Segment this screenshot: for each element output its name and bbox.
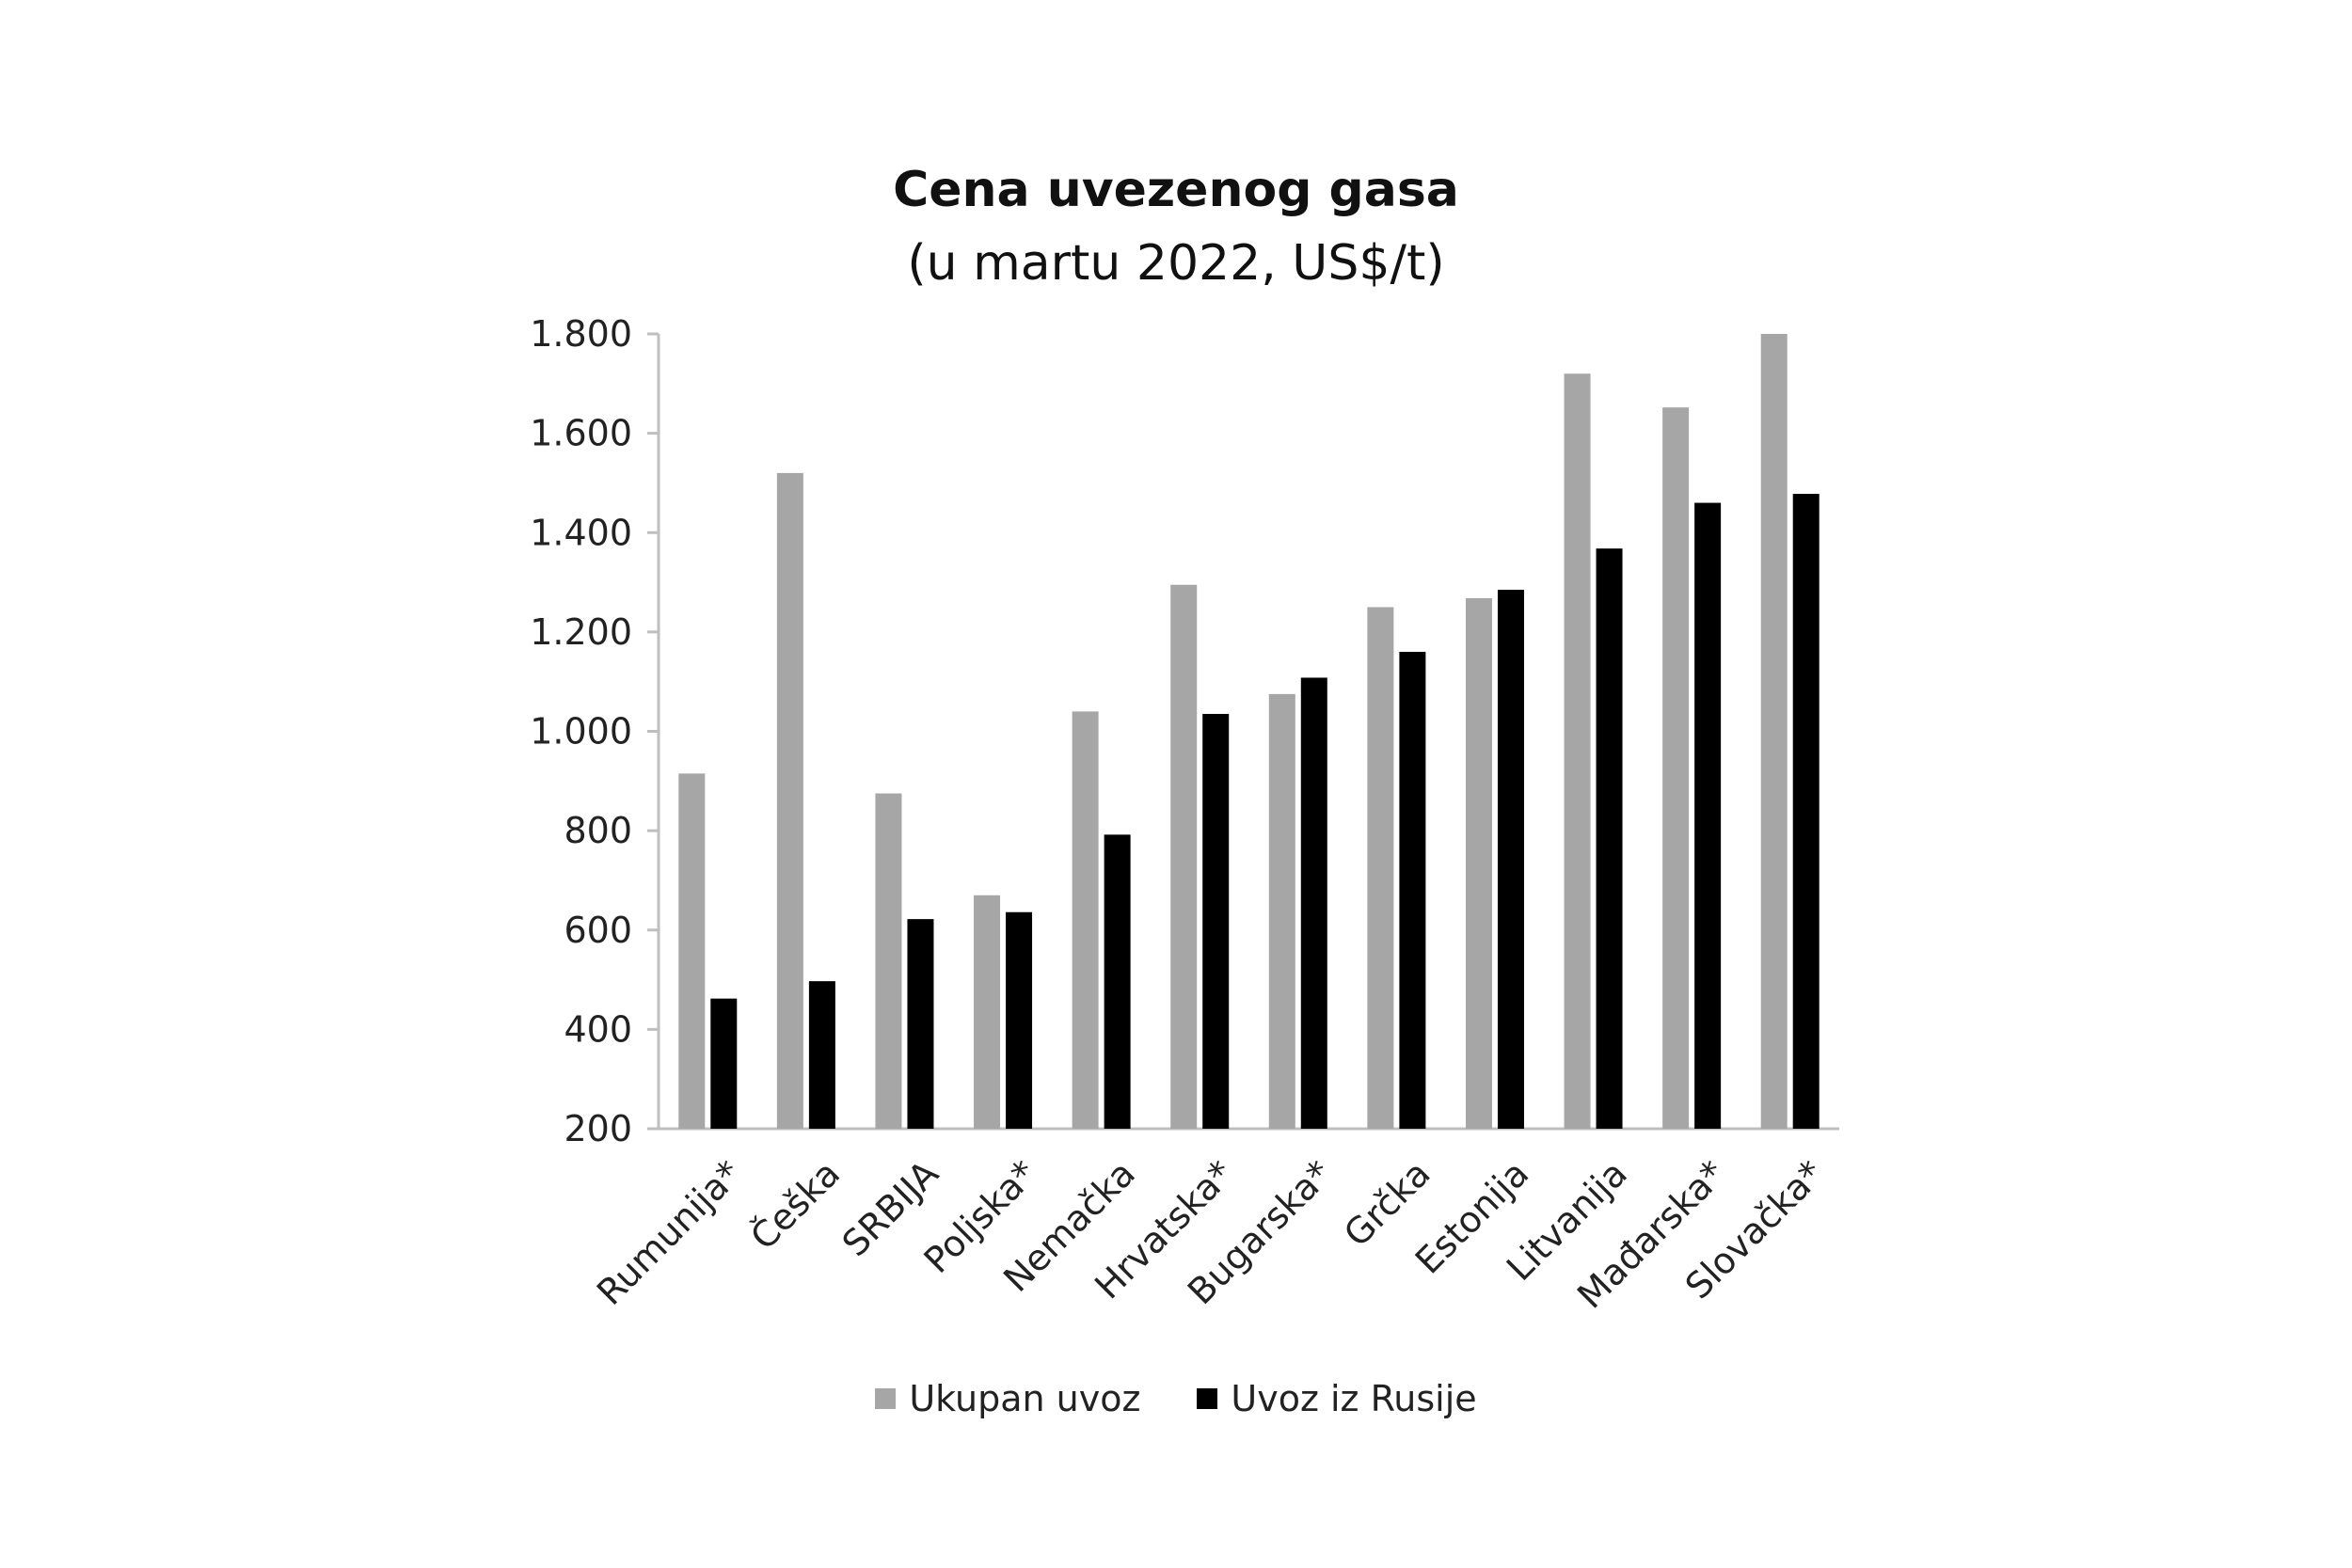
y-tick-label: 1.800 xyxy=(530,313,632,355)
bar-ukupan-uvoz xyxy=(1564,373,1591,1129)
bar-uvoz-iz-rusije xyxy=(1300,677,1327,1129)
bar-ukupan-uvoz xyxy=(875,793,902,1129)
y-tick-label: 1.600 xyxy=(530,413,632,454)
x-tick-label: Rumunija* xyxy=(589,1152,750,1313)
bar-uvoz-iz-rusije xyxy=(1399,652,1426,1129)
bar-uvoz-iz-rusije xyxy=(1792,494,1820,1129)
bar-uvoz-iz-rusije xyxy=(1104,834,1131,1129)
bar-uvoz-iz-rusije xyxy=(1497,589,1524,1129)
bar-uvoz-iz-rusije xyxy=(907,919,934,1129)
bar-uvoz-iz-rusije xyxy=(710,998,738,1129)
y-tick-label: 400 xyxy=(564,1008,632,1050)
bar-uvoz-iz-rusije xyxy=(808,981,835,1129)
bar-ukupan-uvoz xyxy=(1760,334,1788,1129)
bar-ukupan-uvoz xyxy=(974,895,1001,1129)
bar-ukupan-uvoz xyxy=(776,472,803,1129)
bar-uvoz-iz-rusije xyxy=(1694,502,1722,1129)
bar-ukupan-uvoz xyxy=(1662,407,1690,1130)
legend-item-uvoz-iz-rusije: Uvoz iz Rusije xyxy=(1197,1378,1477,1419)
bar-uvoz-iz-rusije xyxy=(1202,714,1230,1129)
y-tick-label: 200 xyxy=(564,1108,632,1149)
legend-swatch-ukupan-uvoz xyxy=(875,1388,897,1409)
legend-label-ukupan-uvoz: Ukupan uvoz xyxy=(909,1378,1141,1419)
y-tick-label: 1.200 xyxy=(530,611,632,653)
bar-ukupan-uvoz xyxy=(1268,693,1295,1129)
y-tick-label: 800 xyxy=(564,810,632,851)
chart-subtitle: (u martu 2022, US$/t) xyxy=(907,235,1445,292)
bar-uvoz-iz-rusije xyxy=(1006,911,1033,1129)
bar-ukupan-uvoz xyxy=(1072,711,1099,1129)
bar-uvoz-iz-rusije xyxy=(1596,548,1623,1129)
legend-swatch-uvoz-iz-rusije xyxy=(1197,1388,1218,1409)
y-tick-label: 1.400 xyxy=(530,512,632,553)
y-tick-label: 1.000 xyxy=(530,711,632,752)
bar-ukupan-uvoz xyxy=(1170,584,1198,1129)
x-tick-label: Češka xyxy=(742,1152,848,1258)
chart-title: Cena uvezenog gasa xyxy=(893,162,1459,218)
bar-ukupan-uvoz xyxy=(1465,597,1492,1129)
y-tick-label: 600 xyxy=(564,910,632,951)
legend-label-uvoz-iz-rusije: Uvoz iz Rusije xyxy=(1231,1378,1477,1419)
bar-ukupan-uvoz xyxy=(1367,607,1394,1129)
bar-ukupan-uvoz xyxy=(678,773,706,1129)
legend-item-ukupan-uvoz: Ukupan uvoz xyxy=(875,1378,1140,1419)
chart-legend: Ukupan uvoz Uvoz iz Rusije xyxy=(0,1378,2352,1419)
